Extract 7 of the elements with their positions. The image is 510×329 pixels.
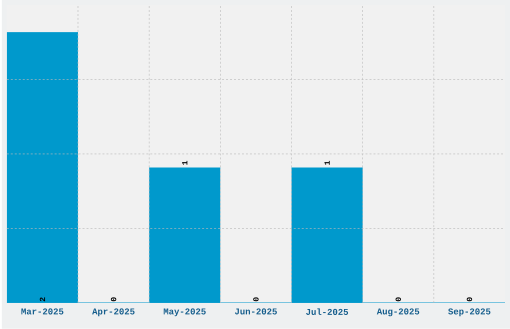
x-tick-label: Jun-2025 [234,308,277,315]
x-tick-label: May-2025 [164,308,206,316]
x-tick-label: Apr-2025 [92,308,135,316]
x-tick-label: Aug-2025 [376,308,420,316]
x-tick-label: Mar-2025 [21,308,64,315]
x-tick-label: Sep-2025 [448,308,490,316]
x-tick-label: Jul-2025 [306,308,348,316]
